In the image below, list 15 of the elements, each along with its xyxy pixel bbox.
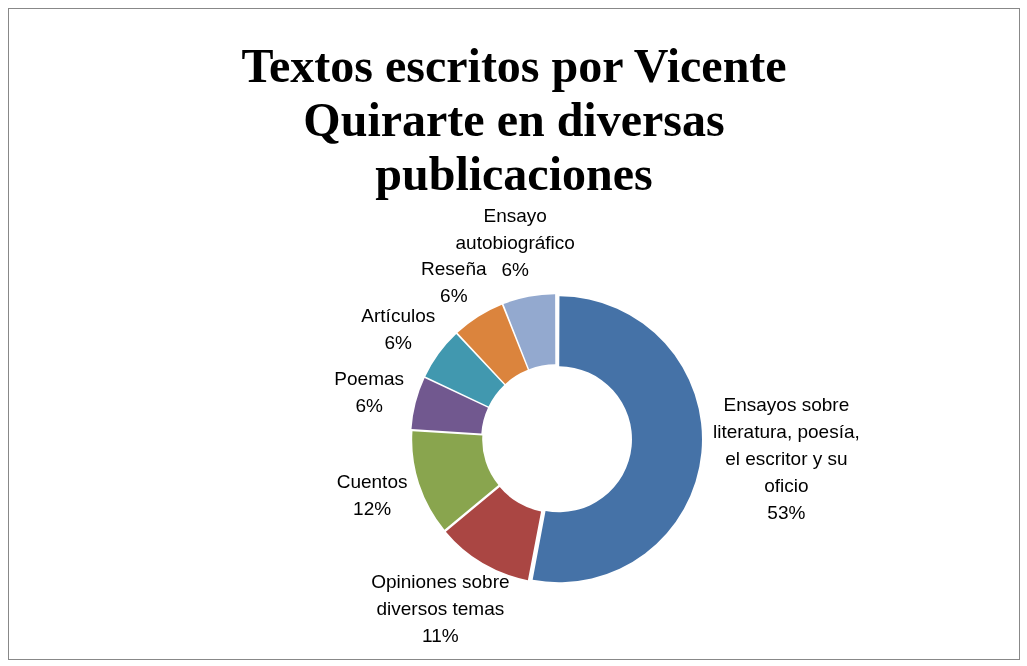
data-label: 6% (501, 259, 530, 281)
data-label: 11% (422, 625, 459, 647)
data-label: 6% (440, 284, 468, 306)
chart-title: Textos escritos por Vicente Quirarte en diversas publicaciones (240, 39, 788, 201)
slice-label: Ensayos sobre literatura, poesía, el escritor y su oficio (712, 394, 860, 497)
slice-label: Ensayo autobiográfico (455, 205, 575, 254)
slice-label: Opiniones sobre diversos temas (371, 571, 510, 620)
slice-label: Poemas (334, 367, 405, 389)
slice-label: Reseña (421, 257, 487, 279)
data-label: 6% (384, 331, 413, 353)
slice-label: Cuentos (336, 470, 408, 492)
data-label: 53% (767, 502, 806, 524)
data-label: 6% (355, 394, 384, 416)
slice-label: Artículos (361, 304, 436, 326)
data-label: 12% (353, 497, 392, 519)
